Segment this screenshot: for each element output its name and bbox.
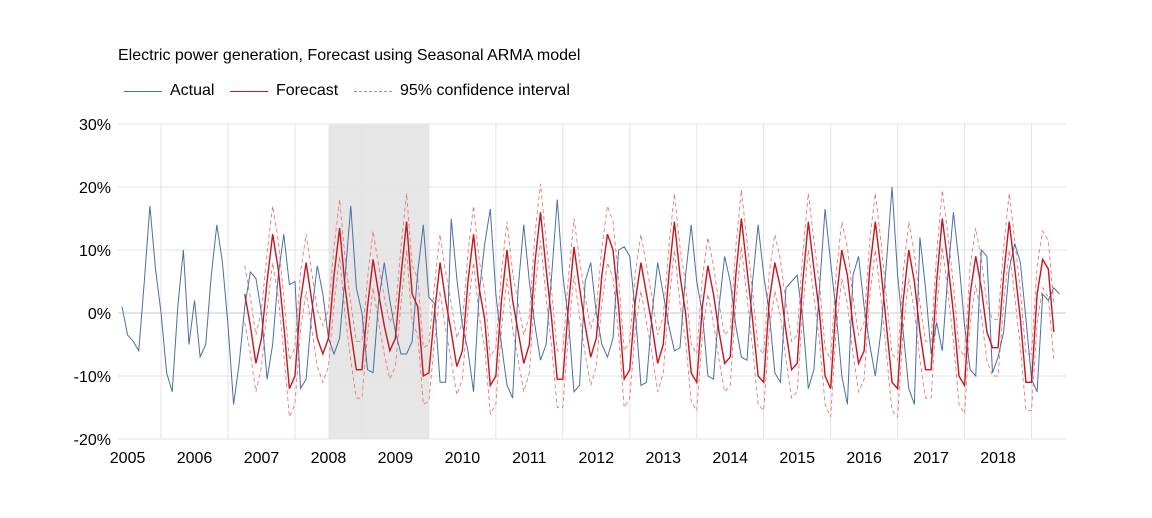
- x-tick-label: 2018: [980, 450, 1016, 467]
- legend-swatch-actual: [124, 90, 162, 92]
- x-tick-label: 2012: [579, 450, 615, 467]
- series-forecast-line: [244, 212, 1055, 391]
- legend-item-ci: 95% confidence interval: [354, 80, 570, 102]
- x-tick-label: 2015: [779, 450, 815, 467]
- series-layer: [121, 183, 1060, 419]
- x-tick-label: 2005: [110, 450, 146, 467]
- x-tick-label: 2017: [913, 450, 949, 467]
- series-ci-upper-line: [244, 183, 1055, 362]
- legend-label-actual: Actual: [170, 82, 215, 99]
- x-tick-label: 2007: [244, 450, 280, 467]
- x-tick-label: 2011: [512, 450, 547, 467]
- x-tick-label: 2013: [645, 450, 681, 467]
- x-tick-label: 2009: [378, 450, 414, 467]
- y-tick-label: 0%: [88, 306, 111, 323]
- y-tick-label: 30%: [79, 117, 111, 134]
- x-tick-labels: 2005 2006 2007 2008 2009 2010 2011 2012 2013 2014…: [110, 450, 1016, 467]
- legend-label-ci: 95% confidence interval: [400, 82, 570, 99]
- y-tick-label: 10%: [79, 243, 111, 260]
- x-tick-label: 2010: [445, 450, 481, 467]
- x-tick-label: 2008: [311, 450, 347, 467]
- y-tick-label: -10%: [74, 369, 111, 386]
- x-tick-label: 2016: [846, 450, 882, 467]
- chart-title: Electric power generation, Forecast usin…: [118, 47, 581, 64]
- x-tick-label: 2006: [177, 450, 213, 467]
- y-tick-labels: 30% 20% 10% 0% -10% -20%: [74, 117, 111, 449]
- legend-label-forecast: Forecast: [276, 82, 339, 99]
- legend-item-actual: Actual: [124, 80, 214, 102]
- legend-item-forecast: Forecast: [230, 80, 338, 102]
- x-tick-label: 2014: [712, 450, 748, 467]
- series-ci-lower-line: [244, 240, 1055, 419]
- series-actual-line: [121, 186, 1060, 405]
- y-tick-label: 20%: [79, 180, 111, 197]
- legend-swatch-ci: [354, 90, 392, 92]
- legend-swatch-forecast: [230, 90, 268, 92]
- gridlines: [118, 123, 1066, 440]
- highlight-band: [328, 124, 429, 439]
- y-tick-label: -20%: [74, 432, 111, 449]
